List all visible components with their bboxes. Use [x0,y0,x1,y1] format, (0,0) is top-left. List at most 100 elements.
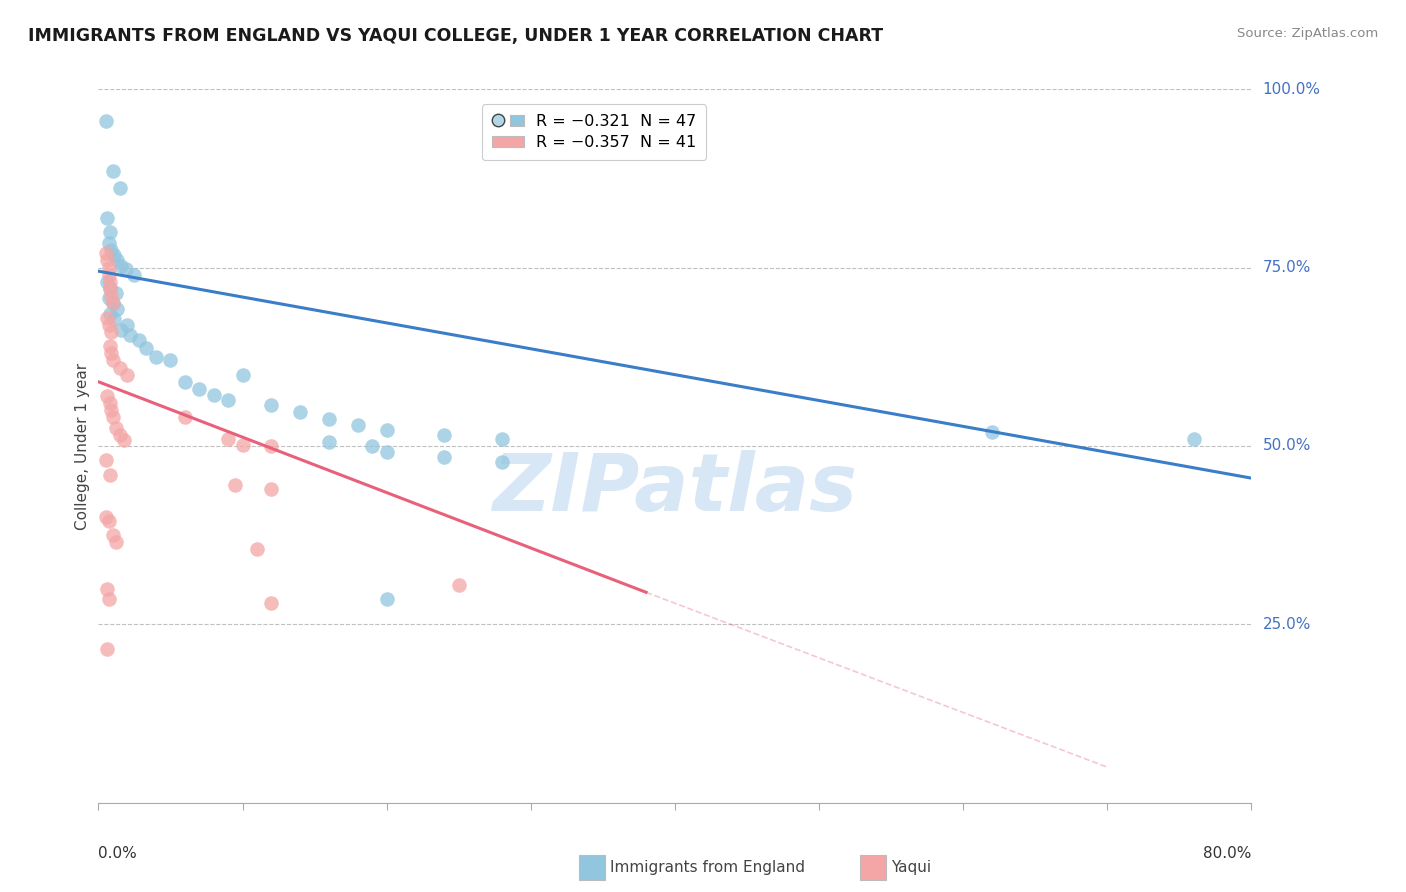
Point [103,312,125,326]
Point [98,339,121,353]
Point [97,260,120,275]
Point [101,296,124,310]
Text: Yaqui: Yaqui [891,861,932,875]
Point [217,432,239,446]
Text: Source: ZipAtlas.com: Source: ZipAtlas.com [1237,27,1378,40]
Point [174,375,197,389]
Point [491,455,513,469]
Point [101,353,124,368]
Point [98,467,121,482]
Point [96,275,118,289]
Point [100,346,122,360]
Point [94,246,117,260]
Point [96,389,118,403]
Point [98,280,121,294]
Point [101,296,124,310]
Point [96,211,118,225]
Point [96,310,118,325]
Point [108,360,131,375]
Point [124,268,146,282]
Point [100,325,122,339]
Point [217,392,239,407]
Point [105,301,128,316]
Point [104,421,127,435]
Point [290,405,312,419]
Text: 0.0%: 0.0% [98,846,138,861]
Y-axis label: College, Under 1 year: College, Under 1 year [75,362,90,530]
Point [318,435,340,450]
Point [96,642,118,657]
Point [98,307,121,321]
Point [260,398,283,412]
Text: 75.0%: 75.0% [1263,260,1310,275]
Point [105,253,128,268]
Point [100,289,122,303]
Point [375,592,398,607]
Point [94,114,117,128]
Point [346,417,368,432]
Text: IMMIGRANTS FROM ENGLAND VS YAQUI COLLEGE, UNDER 1 YEAR CORRELATION CHART: IMMIGRANTS FROM ENGLAND VS YAQUI COLLEGE… [28,27,883,45]
Point [100,243,122,257]
Text: ZIPatlas: ZIPatlas [492,450,858,528]
Point [174,410,197,425]
Point [98,225,121,239]
Point [94,510,117,524]
Point [260,596,283,610]
Text: 100.0%: 100.0% [1263,82,1320,96]
Point [96,582,118,596]
Point [224,478,246,492]
Point [202,387,225,401]
Point [260,439,283,453]
Point [112,434,135,448]
Point [97,318,120,332]
Point [97,291,120,305]
Point [159,353,181,368]
Point [104,535,127,549]
Point [447,578,470,592]
Point [97,235,120,250]
Point [361,439,384,453]
Text: 25.0%: 25.0% [1263,617,1310,632]
Point [114,262,136,277]
Point [145,350,167,364]
Point [110,323,132,337]
Text: 50.0%: 50.0% [1263,439,1310,453]
Point [318,412,340,426]
Point [1182,432,1205,446]
Point [96,253,118,268]
Point [108,180,131,194]
Point [231,437,254,451]
Point [981,425,1004,439]
Point [101,164,124,178]
Point [103,248,125,262]
Point [98,275,121,289]
Point [101,528,124,542]
Point [491,432,513,446]
Point [98,282,121,296]
Point [94,453,117,467]
Text: 80.0%: 80.0% [1204,846,1251,861]
Point [188,382,211,396]
Point [101,410,124,425]
Point [433,450,456,464]
Point [135,341,157,355]
Point [110,259,132,273]
Point [128,334,150,348]
Point [246,542,269,557]
Point [231,368,254,382]
Legend: R = −0.321  N = 47, R = −0.357  N = 41: R = −0.321 N = 47, R = −0.357 N = 41 [482,104,706,160]
Point [97,592,120,607]
Point [108,428,131,442]
Point [97,268,120,282]
Point [98,396,121,410]
Point [375,444,398,458]
Point [375,423,398,437]
Point [260,482,283,496]
Point [120,328,142,343]
Point [117,318,138,332]
Point [433,428,456,442]
Point [100,403,122,417]
Point [117,368,138,382]
Text: Immigrants from England: Immigrants from England [610,861,806,875]
Point [97,514,120,528]
